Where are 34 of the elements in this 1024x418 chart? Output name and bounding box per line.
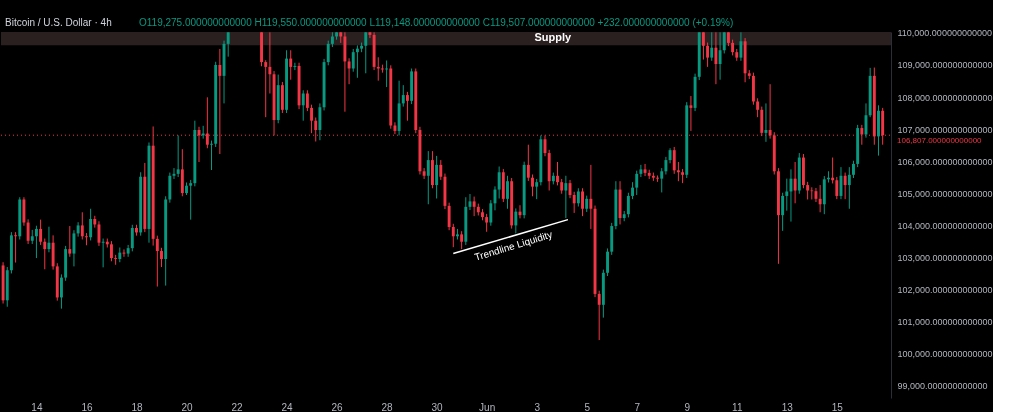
- x-tick-label: 13: [781, 401, 794, 413]
- x-tick-label: 16: [81, 401, 93, 413]
- y-tick-label: 99,000.000000000000: [897, 380, 988, 391]
- y-tick-label: 108,000.000000000000: [897, 92, 993, 103]
- x-tick-label: 3: [534, 401, 541, 413]
- band-label: Supply: [534, 31, 573, 43]
- x-tick-label: 20: [181, 401, 193, 413]
- y-tick-label: 105,000.000000000000: [897, 188, 993, 199]
- y-tick-label: 106,000.000000000000: [897, 156, 993, 167]
- x-tick-label: 14: [31, 401, 43, 413]
- x-tick-label: 15: [831, 401, 844, 413]
- y-tick-label: 109,000.000000000000: [897, 60, 993, 71]
- x-tick-label: 24: [281, 401, 294, 413]
- y-tick-label: 101,000.000000000000: [897, 316, 993, 327]
- x-tick-label: 7: [634, 401, 641, 413]
- x-tick-label: 18: [131, 401, 143, 413]
- x-tick-label: 11: [732, 401, 743, 413]
- x-tick-label: 30: [431, 401, 444, 413]
- x-tick-label: 28: [381, 401, 394, 413]
- x-tick-label: 5: [584, 401, 591, 413]
- ref-line-label: 106,807.000000000000: [897, 136, 983, 146]
- x-tick-label: 26: [331, 401, 344, 413]
- y-tick-label: 104,000.000000000000: [897, 220, 993, 231]
- y-tick-label: 102,000.000000000000: [897, 284, 993, 295]
- x-tick-label: Jun: [479, 401, 496, 413]
- y-tick-label: 107,000.000000000000: [897, 124, 993, 135]
- x-tick-label: 22: [231, 401, 244, 413]
- y-tick-label: 110,000.000000000000: [897, 28, 992, 39]
- x-tick-label: 9: [684, 401, 691, 413]
- chart-title: Bitcoin / U.S. Dollar · 4h: [5, 17, 112, 28]
- y-tick-label: 103,000.000000000000: [897, 252, 993, 263]
- y-tick-label: 100,000.000000000000: [897, 348, 993, 359]
- chart-subtitle: O119,275.000000000000 H119,550.000000000000 L119,148.000000000000 C119,507.000000000000 +232.000000000000 (+0.19%): [139, 17, 734, 28]
- annotation: Trendline Liquidity: [473, 228, 554, 263]
